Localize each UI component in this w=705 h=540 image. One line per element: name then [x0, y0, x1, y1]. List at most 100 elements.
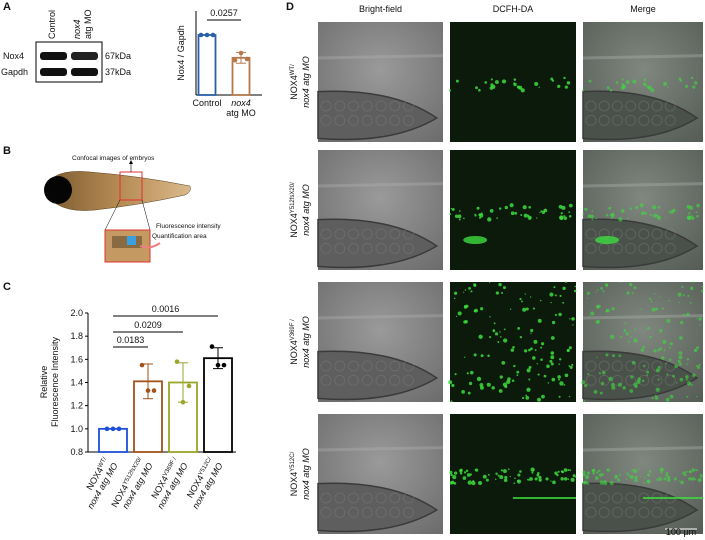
fluorescence-spot — [665, 473, 668, 477]
label-text: Control — [192, 98, 221, 108]
notochord — [317, 446, 444, 452]
fluorescence-spot — [537, 397, 541, 402]
fluorescence-spot — [503, 338, 508, 343]
fluorescence-spot — [581, 380, 586, 385]
yolk-texture — [361, 374, 373, 386]
fluorescence-spot — [522, 397, 525, 400]
label-text: NOX4 — [289, 213, 299, 238]
fluorescence-spot — [591, 218, 594, 221]
fluorescence-spot — [501, 361, 506, 365]
fluorescence-spot — [451, 208, 455, 211]
fluorescence-spot — [678, 362, 682, 366]
fluorescence-spot — [454, 214, 459, 219]
fluorescence-spot — [669, 210, 671, 213]
fluorescence-spot — [529, 477, 533, 481]
fluorescence-spot — [480, 354, 484, 358]
micrograph — [582, 414, 704, 534]
fluorescence-spot — [634, 385, 638, 389]
fluorescence-spot — [480, 307, 484, 311]
fluorescence-spot — [498, 389, 503, 393]
label-line: NOX4WT/ — [289, 64, 299, 100]
fluorescence-spot — [538, 86, 540, 88]
fluorescence-spot — [678, 355, 683, 360]
fluorescence-spot — [534, 477, 538, 481]
fluorescence-spot — [625, 80, 630, 84]
fluorescence-spot — [514, 211, 518, 215]
fluorescence-spot — [574, 476, 577, 478]
fluorescence-spot — [656, 215, 661, 220]
fluorescence-spot — [554, 294, 557, 297]
fluorescence-spot — [556, 473, 559, 477]
yolk-texture — [334, 492, 346, 504]
data-point — [145, 388, 151, 393]
label-line: nox4 — [231, 98, 251, 108]
micrograph — [317, 414, 444, 534]
fluorescence-spot — [699, 324, 701, 326]
fluorescence-spot — [452, 475, 457, 480]
fluorescence-spot — [599, 480, 605, 485]
yolk-texture — [334, 360, 346, 372]
fluorescence-spot — [688, 205, 694, 211]
fluorescence-spot — [696, 469, 699, 472]
fluorescence-spot — [568, 365, 571, 367]
fluorescence-spot — [653, 349, 657, 353]
fluorescence-spot — [572, 324, 574, 326]
blot-band — [71, 68, 98, 76]
fluorescence-spot — [526, 368, 531, 373]
fluorescence-spot — [584, 383, 588, 388]
fluorescence-spot — [602, 290, 605, 293]
fluorescence-spot — [642, 345, 645, 349]
yolk-texture — [334, 100, 346, 112]
fluorescence-spot — [600, 287, 603, 290]
fluorescence-spot — [482, 474, 487, 479]
fluorescence-spot — [478, 334, 483, 339]
fluorescence-spot — [695, 211, 698, 214]
fluorescence-spot — [520, 88, 525, 93]
fluorescence-spot — [517, 327, 521, 330]
yolk-texture — [625, 492, 637, 504]
fluorescence-spot — [659, 296, 661, 298]
yolk-texture — [585, 228, 597, 240]
p-value: 0.0183 — [117, 335, 145, 345]
label-sup: Y512C/ — [290, 451, 296, 471]
lane-label: nox4 — [72, 19, 82, 39]
fluorescence-spot — [622, 386, 626, 390]
fluorescence-spot — [587, 373, 590, 376]
fluorescence-spot — [528, 365, 532, 369]
fluorescence-spot — [489, 208, 494, 213]
fluorescence-spot — [462, 476, 467, 480]
fluorescence-spot — [598, 372, 602, 375]
yolk-texture — [375, 506, 387, 518]
fluorescence-spot — [590, 214, 594, 219]
fluorescence-spot — [498, 207, 502, 210]
scale-bar-label: 100 µm — [666, 527, 696, 537]
fluorescence-spot — [696, 203, 700, 208]
fluorescence-spot — [665, 363, 667, 365]
yolk-texture — [651, 100, 663, 112]
y-tick-label: 1.8 — [70, 331, 83, 341]
y-tick-label: 1.4 — [70, 378, 83, 388]
yolk-texture — [403, 492, 414, 504]
notochord — [317, 54, 444, 60]
size-label: 67kDa — [105, 51, 131, 61]
fluorescence-spot — [449, 213, 452, 216]
yolk-texture — [638, 242, 650, 254]
yolk-texture — [625, 506, 637, 518]
data-point — [209, 344, 215, 349]
fluorescence-spot — [524, 349, 528, 353]
yolk-texture — [375, 374, 387, 386]
fluorescence-spot — [564, 373, 569, 378]
fluorescence-spot — [697, 477, 702, 482]
fluorescence-spot — [499, 475, 504, 480]
yolk-texture — [611, 492, 623, 504]
yolk-texture — [651, 374, 663, 386]
yolk-region — [317, 218, 439, 269]
fluorescence-spot — [606, 214, 609, 217]
yolk-texture — [664, 242, 676, 254]
fluorescence-spot — [558, 363, 561, 365]
fluorescence-spot — [659, 467, 664, 472]
fluorescence-spot — [643, 78, 647, 81]
fluorescence-spot — [491, 386, 495, 390]
fluorescence-spot — [549, 292, 554, 297]
fluorescence-spot — [638, 468, 640, 471]
